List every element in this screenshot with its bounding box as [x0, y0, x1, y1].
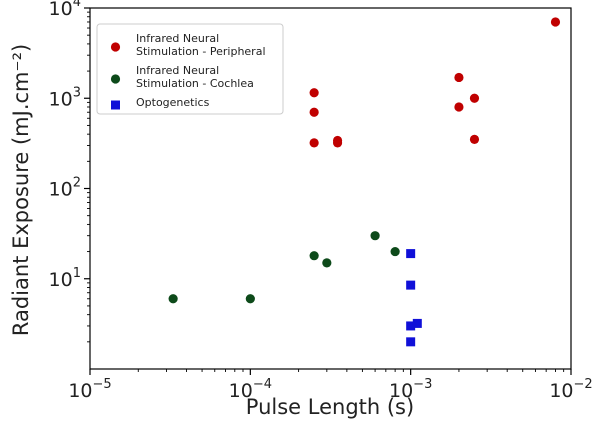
data-point-circle: [370, 231, 380, 241]
x-tick-label-exponent: −4: [253, 377, 272, 392]
y-tick-label: 101: [49, 266, 81, 291]
legend-marker-circle: [110, 42, 121, 52]
y-tick-label-exponent: 1: [73, 266, 81, 281]
data-point-circle: [390, 246, 400, 257]
y-tick-label-exponent: 4: [73, 0, 81, 10]
data-point-circle: [245, 294, 255, 304]
data-point-circle: [168, 294, 178, 304]
y-tick-label: 104: [49, 0, 81, 20]
y-tick-label: 102: [49, 176, 81, 201]
y-tick-label-base: 10: [49, 269, 73, 291]
y-tick-label-base: 10: [49, 0, 73, 20]
legend-label: Infrared Neural: [136, 32, 219, 45]
legend-marker-square: [111, 100, 120, 110]
legend-box: [96, 23, 284, 115]
data-point-circle: [454, 102, 464, 112]
data-points: [168, 17, 561, 347]
legend-label: Optogenetics: [136, 96, 210, 109]
data-point-circle: [332, 138, 343, 148]
x-tick-label-base: 10: [389, 380, 413, 402]
x-tick-label: 10−5: [68, 377, 111, 402]
x-axis: 10−5 10−4 10−3 10−2: [68, 369, 593, 402]
data-point-square: [406, 321, 416, 331]
data-point-square: [412, 318, 422, 328]
x-tick-label: 10−4: [229, 377, 272, 402]
data-point-circle: [309, 251, 319, 261]
data-point-circle: [309, 88, 319, 98]
data-point-circle: [550, 17, 561, 27]
x-tick-label: 10−3: [389, 377, 432, 402]
legend-marker-circle: [110, 74, 121, 84]
x-tick-label: 10−2: [549, 377, 592, 402]
x-tick-label-exponent: −5: [93, 377, 112, 392]
y-tick-label-base: 10: [49, 179, 73, 201]
y-tick-label: 103: [49, 85, 81, 110]
y-tick-label-exponent: 3: [73, 85, 81, 100]
y-tick-label-exponent: 2: [73, 176, 81, 191]
data-point-circle: [309, 138, 319, 148]
data-point-circle: [322, 258, 332, 268]
data-point-circle: [469, 134, 480, 144]
data-point-circle: [454, 72, 464, 83]
x-tick-label-exponent: −3: [413, 377, 432, 392]
x-tick-label-base: 10: [549, 380, 573, 402]
data-point-square: [406, 337, 416, 347]
data-point-square: [406, 280, 416, 290]
x-axis-title: Pulse Length (s): [246, 395, 414, 419]
x-tick-label-base: 10: [68, 380, 92, 402]
legend-label: Stimulation - Cochlea: [136, 77, 254, 90]
data-point-circle: [469, 93, 480, 103]
x-tick-label-base: 10: [229, 380, 253, 402]
data-point-square: [406, 249, 416, 259]
y-axis-title: Radiant Exposure (mJ.cm⁻²): [9, 44, 33, 336]
data-point-circle: [309, 107, 319, 117]
y-tick-label-base: 10: [49, 88, 73, 110]
legend-label: Stimulation - Peripheral: [136, 45, 266, 58]
legend-label: Infrared Neural: [136, 64, 219, 77]
x-tick-label-exponent: −2: [574, 377, 593, 392]
